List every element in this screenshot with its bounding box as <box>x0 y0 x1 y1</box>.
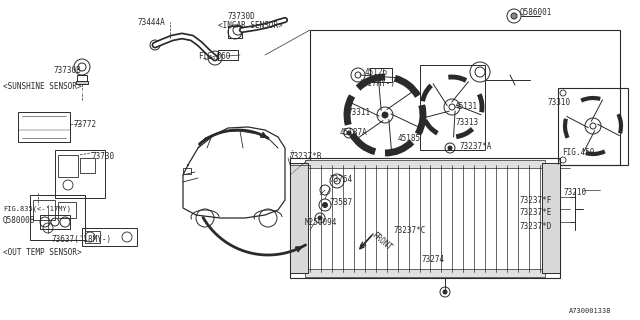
Text: 73237*A: 73237*A <box>460 142 492 151</box>
Text: 73210: 73210 <box>563 188 586 197</box>
Bar <box>228 26 242 38</box>
Bar <box>218 50 238 60</box>
Text: 73730D: 73730D <box>228 12 256 21</box>
Text: 45185: 45185 <box>398 134 421 143</box>
Bar <box>33 200 55 220</box>
Text: FIG.835(<-'17MY): FIG.835(<-'17MY) <box>3 205 71 212</box>
Bar <box>85 231 100 243</box>
Text: FIG.660: FIG.660 <box>198 52 230 61</box>
Circle shape <box>208 51 222 65</box>
Text: 73637('18MY-): 73637('18MY-) <box>52 235 112 244</box>
Bar <box>30 195 85 240</box>
Text: 73237*C: 73237*C <box>394 226 426 235</box>
Text: Q580008: Q580008 <box>3 216 35 225</box>
Text: 73237*E: 73237*E <box>519 208 552 217</box>
Text: <OUT TEMP SENSOR>: <OUT TEMP SENSOR> <box>3 248 82 257</box>
Bar <box>370 68 392 82</box>
Bar <box>18 112 70 142</box>
Circle shape <box>318 216 322 220</box>
Circle shape <box>347 131 351 135</box>
Bar <box>76 81 88 84</box>
Text: A730001338: A730001338 <box>569 308 611 314</box>
Circle shape <box>511 13 517 19</box>
Text: 45131: 45131 <box>455 102 478 111</box>
Text: 73772: 73772 <box>74 120 97 129</box>
Circle shape <box>382 112 388 118</box>
Bar <box>542 163 560 273</box>
Text: 45126: 45126 <box>365 68 388 77</box>
Circle shape <box>443 290 447 294</box>
Text: Q586001: Q586001 <box>520 8 552 17</box>
Text: 73310: 73310 <box>547 98 570 107</box>
Text: 73587: 73587 <box>330 198 353 207</box>
Text: <SUNSHINE SENSOR>: <SUNSHINE SENSOR> <box>3 82 82 91</box>
Text: <INCAR SENSOR>: <INCAR SENSOR> <box>218 21 283 30</box>
Text: 73237*F: 73237*F <box>519 196 552 205</box>
Bar <box>290 163 308 273</box>
Text: FIG.450: FIG.450 <box>562 148 595 157</box>
Text: 73764: 73764 <box>330 175 353 184</box>
Text: 73444A: 73444A <box>138 18 166 27</box>
Text: 73730B: 73730B <box>54 66 82 75</box>
Text: 73311: 73311 <box>348 108 371 117</box>
Bar <box>55 150 105 198</box>
Bar <box>305 269 545 277</box>
Bar <box>558 88 628 165</box>
Text: ('17MY-): ('17MY-) <box>358 79 395 88</box>
Text: M250094: M250094 <box>305 218 337 227</box>
Bar <box>80 158 95 173</box>
Bar <box>310 30 620 165</box>
Bar <box>58 202 76 218</box>
Bar <box>290 158 560 278</box>
Text: 73237*D: 73237*D <box>519 222 552 231</box>
Text: 73313: 73313 <box>455 118 478 127</box>
Circle shape <box>323 203 328 207</box>
Text: 73237*B: 73237*B <box>290 152 323 161</box>
Text: 45187A: 45187A <box>340 128 368 137</box>
Bar <box>183 168 191 174</box>
Bar <box>77 75 87 81</box>
Bar <box>82 228 137 246</box>
Circle shape <box>448 146 452 150</box>
Bar <box>58 155 78 177</box>
Text: 73730: 73730 <box>92 152 115 161</box>
Text: 73274: 73274 <box>422 255 445 264</box>
Bar <box>305 160 545 168</box>
Text: FRONT: FRONT <box>370 231 394 253</box>
Bar <box>420 65 485 150</box>
Bar <box>40 215 70 229</box>
